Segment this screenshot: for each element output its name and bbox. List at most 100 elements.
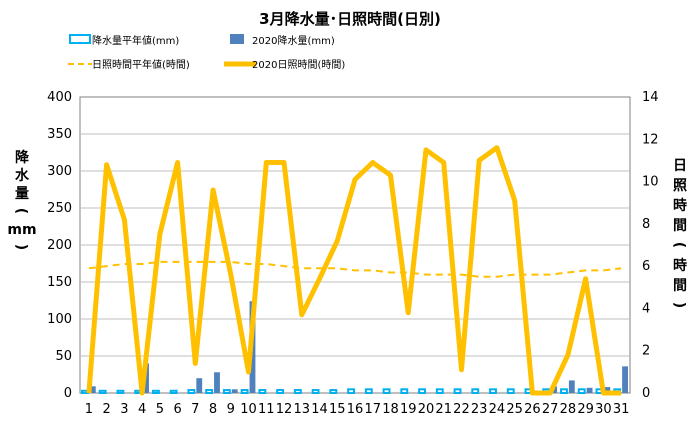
- x-tick-label: 26: [524, 402, 541, 417]
- normal-precip-bar: [329, 389, 338, 395]
- normal-precip-bar: [471, 388, 480, 394]
- x-tick-label: 16: [347, 402, 364, 417]
- normal-precip-bar: [240, 389, 249, 395]
- x-tick-label: 5: [156, 402, 164, 417]
- legend: 降水量平年値(mm) 2020降水量(mm) 日照時間平年値(時間) 2020日照時間…: [68, 34, 345, 71]
- y-right-axis-title-char: 日: [673, 158, 687, 174]
- chart-title: 3月降水量･日照時間(日別): [259, 10, 441, 28]
- y-left-axis-title-char: 降: [15, 149, 30, 166]
- normal-precip-bar: [222, 389, 231, 395]
- normal-precip-bar: [98, 389, 107, 394]
- sunshine-2020-line: [86, 145, 622, 396]
- x-tick-label: 25: [506, 402, 523, 417]
- x-tick-label: 6: [173, 402, 181, 417]
- normal-precip-bar: [364, 388, 373, 394]
- x-tick-label: 23: [471, 402, 488, 417]
- normal-precip-bar: [151, 389, 160, 394]
- x-tick-label: 15: [329, 402, 346, 417]
- x-tick-label: 1: [85, 402, 93, 417]
- legend-swatch-precip-2020: [230, 34, 244, 44]
- y-left-ticks: 0 50 100 150 200 250 300 350 400: [47, 90, 72, 401]
- precip-2020-bar: [586, 387, 593, 393]
- x-tick-label: 29: [577, 402, 594, 417]
- x-tick-label: 18: [382, 402, 399, 417]
- x-tick-label: 17: [364, 402, 381, 417]
- y-right-axis-title-char: ): [671, 302, 687, 308]
- y-right-ticks: 0 2 4 6 8 10 12 14: [642, 90, 659, 401]
- normal-precip-bar: [116, 389, 125, 394]
- y-left-axis-title-char: mm: [7, 222, 36, 238]
- bars: [81, 301, 628, 395]
- normal-precip-bar: [276, 389, 285, 395]
- y-left-axis-title-char: (: [13, 208, 29, 214]
- precip-2020-bar: [214, 372, 220, 393]
- y-right-axis-title-char: 間: [673, 278, 687, 294]
- x-tick-label: 14: [311, 402, 328, 417]
- normal-precip-bar: [169, 389, 178, 394]
- x-tick-label: 8: [209, 402, 217, 417]
- legend-label: 2020日照時間(時間): [252, 59, 345, 71]
- y-left-tick-label: 400: [47, 90, 72, 105]
- y-left-axis-title-char: 水: [15, 167, 30, 184]
- y-right-axis-title-char: 時: [673, 197, 687, 214]
- x-tick-label: 27: [542, 402, 559, 417]
- grid: [79, 96, 631, 394]
- x-tick-label: 19: [400, 402, 417, 417]
- normal-precip-bar: [347, 388, 356, 394]
- x-tick-label: 4: [138, 402, 146, 417]
- x-tick-label: 3: [120, 402, 128, 417]
- y-left-axis-title-char: 量: [15, 186, 29, 202]
- normal-precip-bar: [258, 389, 267, 395]
- x-tick-label: 20: [418, 402, 435, 417]
- y-right-tick-label: 12: [642, 132, 659, 147]
- y-left-tick-label: 300: [47, 164, 72, 179]
- y-right-tick-label: 8: [642, 217, 650, 232]
- axis-titles: 降水量(mm)日照時間(時間): [7, 149, 687, 308]
- legend-label: 降水量平年値(mm): [92, 34, 179, 47]
- y-left-tick-label: 350: [47, 127, 72, 142]
- y-right-axis-title-char: 間: [673, 218, 687, 234]
- normal-precip-bar: [293, 389, 302, 395]
- y-right-tick-label: 0: [642, 386, 650, 401]
- x-tick-label: 9: [227, 402, 235, 417]
- x-tick-label: 12: [276, 402, 293, 417]
- y-left-tick-label: 250: [47, 201, 72, 216]
- normal-precip-bar: [382, 388, 391, 394]
- x-tick-label: 13: [294, 402, 311, 417]
- precip-2020-bar: [89, 386, 96, 393]
- x-tick-label: 30: [595, 402, 612, 417]
- normal-precip-bar: [506, 388, 515, 394]
- x-tick-label: 24: [489, 402, 506, 417]
- y-right-axis-title-char: 照: [673, 178, 687, 194]
- y-left-tick-label: 0: [64, 386, 72, 401]
- normal-precip-bar: [560, 388, 568, 394]
- y-right-axis-title-char: 時: [673, 257, 687, 274]
- precip-2020-bar: [604, 387, 611, 393]
- normal-precip-bar: [453, 388, 462, 394]
- x-tick-label: 31: [613, 402, 630, 417]
- x-tick-label: 2: [102, 402, 110, 417]
- x-tick-label: 22: [453, 402, 470, 417]
- x-tick-label: 11: [258, 402, 275, 417]
- y-right-tick-label: 4: [642, 301, 650, 316]
- legend-label: 日照時間平年値(時間): [92, 58, 190, 71]
- precip-2020-bar: [622, 366, 628, 393]
- x-ticks: 1 2 3 4 5 6 7 8 9 10 11 12 13 14 15 16 17 18 19 20 21 22 23 24 2…: [85, 402, 630, 417]
- lines: [86, 145, 622, 396]
- precip-2020-bar: [568, 380, 575, 393]
- normal-precip-bar: [489, 388, 497, 394]
- y-right-tick-label: 10: [642, 175, 659, 190]
- normal-precip-bar: [435, 388, 444, 394]
- legend-swatch-normal-precip: [69, 34, 91, 44]
- x-tick-label: 28: [560, 402, 577, 417]
- x-tick-label: 21: [435, 402, 452, 417]
- normal-sunshine-line: [88, 260, 622, 278]
- normal-precip-bar: [187, 389, 196, 395]
- normal-precip-bar: [418, 388, 426, 394]
- x-tick-label: 7: [191, 402, 199, 417]
- precip-2020-bar: [231, 389, 238, 393]
- normal-precip-bar: [400, 388, 409, 394]
- normal-precip-bar: [577, 388, 586, 394]
- normal-precip-bar: [311, 389, 320, 395]
